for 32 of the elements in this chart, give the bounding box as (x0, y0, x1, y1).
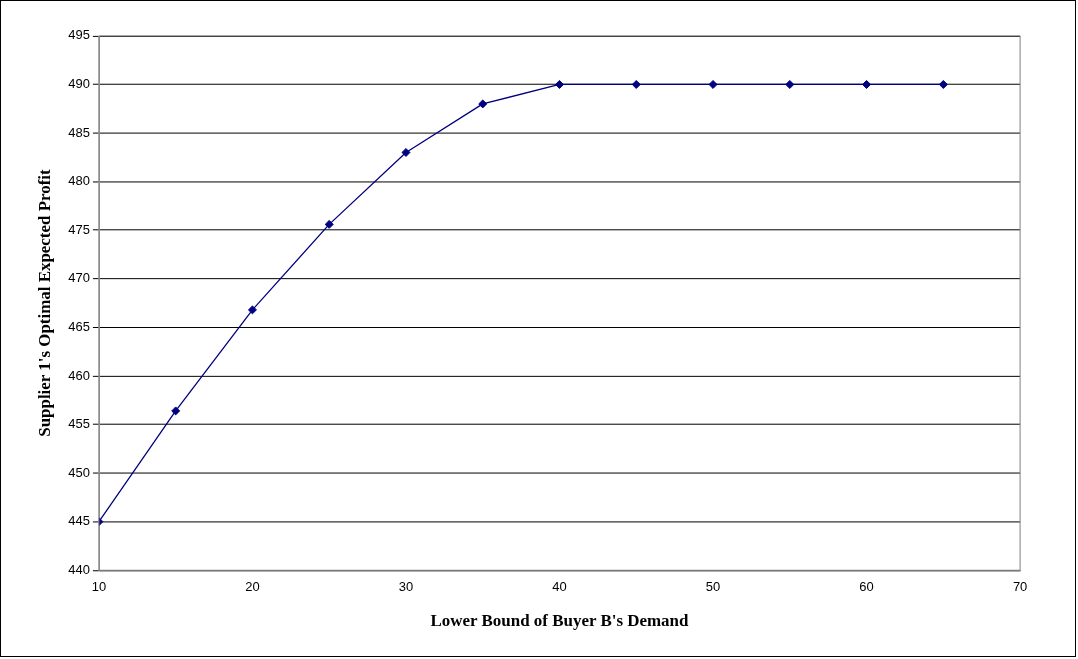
x-tick-label: 60 (859, 578, 874, 594)
x-tick-label: 20 (245, 578, 260, 594)
y-tick-label: 440 (68, 561, 90, 577)
y-tick-label: 445 (68, 513, 90, 529)
x-tick-label: 10 (91, 578, 107, 594)
point (938, 79, 948, 89)
y-tick-label: 465 (68, 318, 90, 334)
x-tick-label: 40 (552, 578, 567, 594)
point (171, 406, 181, 416)
point (862, 79, 872, 89)
x-axis-title: Lower Bound of Buyer B's Demand (430, 611, 690, 631)
point (631, 79, 641, 89)
x-tick-label: 70 (1012, 578, 1028, 594)
point (324, 219, 334, 229)
y-tick-label: 455 (68, 416, 90, 432)
y-tick-label: 480 (68, 173, 90, 189)
point (247, 305, 257, 315)
point (785, 79, 795, 89)
y-tick-label: 450 (68, 464, 90, 480)
point (555, 79, 564, 89)
y-tick-label: 490 (68, 76, 90, 92)
y-axis-title: Supplier 1's Optimal Expected Profit (34, 169, 54, 437)
y-tick-label: 470 (68, 270, 90, 286)
y-tick-label: 475 (68, 221, 90, 237)
x-tick-label: 50 (705, 578, 721, 594)
y-tick-label: 495 (68, 27, 90, 43)
point (708, 79, 718, 89)
point (478, 99, 488, 109)
x-tick-label: 30 (398, 578, 414, 594)
point (401, 147, 411, 157)
y-tick-label: 460 (68, 367, 90, 383)
y-tick-label: 485 (68, 124, 90, 140)
